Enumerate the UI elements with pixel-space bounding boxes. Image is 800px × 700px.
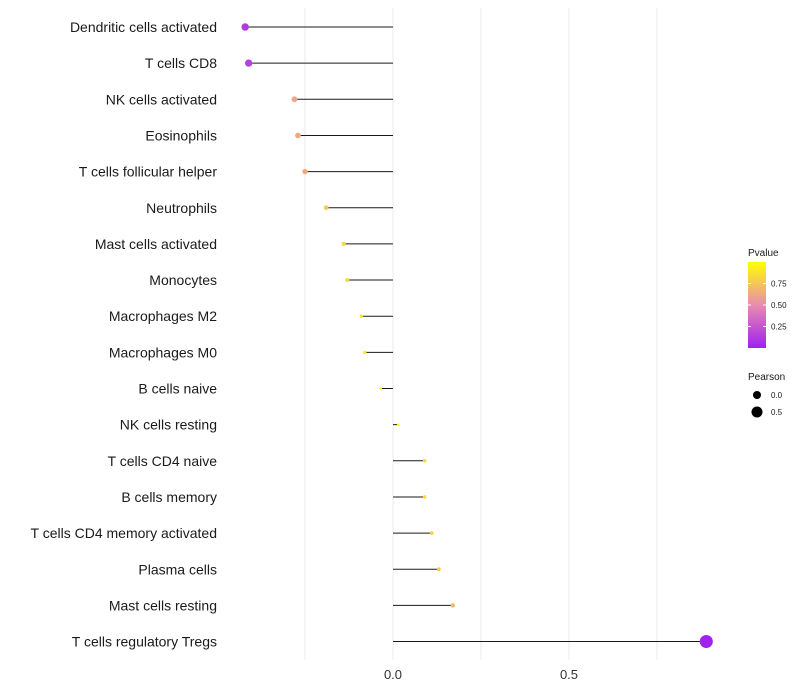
grid-lines: [304, 8, 658, 660]
category-label: Dendritic cells activated: [70, 19, 217, 35]
category-label: T cells CD8: [145, 55, 217, 71]
x-tick-label: 0.5: [560, 667, 578, 682]
pvalue-colorbar: [748, 262, 766, 348]
category-label: T cells CD4 memory activated: [31, 525, 217, 541]
pvalue-tick-label: 0.25: [771, 323, 787, 332]
lollipop-point: [450, 603, 456, 608]
category-label: T cells CD4 naive: [108, 453, 218, 469]
pearson-legend-label: 0.5: [771, 408, 783, 417]
pearson-legend-dot: [753, 391, 761, 399]
lollipop-point: [345, 278, 350, 283]
lollipop-point: [291, 96, 298, 103]
lollipop-point: [245, 59, 253, 67]
lollipop-stems: [245, 26, 707, 643]
lollipop-point: [302, 168, 308, 175]
category-label: B cells memory: [121, 489, 217, 505]
lollipop-point: [363, 350, 367, 355]
lollipop-point: [422, 459, 427, 463]
lollipop-point: [295, 132, 301, 139]
pearson-legend-items: 0.0 0.5: [751, 391, 783, 418]
pvalue-legend-title: Pvalue: [748, 248, 779, 259]
category-label: Macrophages M2: [109, 308, 217, 324]
pvalue-tick-label: 0.50: [771, 301, 787, 310]
category-label: B cells naive: [138, 381, 217, 397]
pvalue-legend-ticks: 0.25 0.50 0.75: [748, 280, 787, 332]
category-label: T cells follicular helper: [79, 164, 218, 180]
lollipop-point: [241, 23, 249, 31]
lollipop-point: [429, 531, 434, 535]
category-label: Macrophages M0: [109, 344, 217, 360]
lollipop-point: [379, 387, 383, 390]
category-label: T cells regulatory Tregs: [72, 634, 217, 650]
lollipop-point: [323, 205, 329, 211]
pvalue-tick-label: 0.75: [771, 280, 787, 289]
lollipop-point: [436, 567, 441, 572]
lollipop-point: [341, 241, 346, 246]
lollipop-point: [359, 314, 364, 318]
pearson-legend-title: Pearson: [748, 372, 785, 383]
pearson-legend-label: 0.0: [771, 391, 783, 400]
category-label: Mast cells resting: [109, 597, 217, 613]
x-axis-ticks: 0.0 0.5: [384, 667, 578, 682]
pvalue-legend: Pvalue 0.25 0.50 0.75: [748, 248, 787, 348]
category-labels: Dendritic cells activated T cells CD8 NK c…: [31, 19, 218, 650]
lollipop-points: [241, 23, 713, 649]
lollipop-point: [699, 635, 713, 649]
category-label: Eosinophils: [145, 127, 217, 143]
category-label: NK cells resting: [120, 417, 217, 433]
category-label: NK cells activated: [106, 91, 217, 107]
pearson-legend-dot: [751, 406, 763, 418]
lollipop-point: [422, 495, 427, 499]
x-tick-label: 0.0: [384, 667, 402, 682]
category-label: Monocytes: [149, 272, 217, 288]
category-label: Plasma cells: [138, 561, 217, 577]
pearson-legend: Pearson 0.0 0.5: [748, 372, 785, 418]
category-label: Neutrophils: [146, 200, 217, 216]
category-label: Mast cells activated: [95, 236, 217, 252]
lollipop-point: [396, 423, 400, 426]
